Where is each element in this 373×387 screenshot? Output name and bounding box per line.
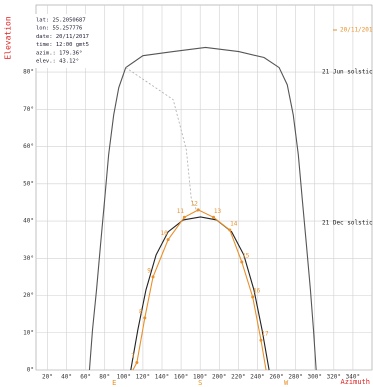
x-tick-label: 160°: [174, 374, 188, 381]
x-tick-label: 180°: [193, 374, 207, 381]
hour-point: [240, 260, 244, 264]
info-line: time: 12:00 gmt5: [36, 42, 89, 48]
series-label: 21 Dec solstice: [322, 220, 373, 227]
hour-point: [166, 238, 170, 242]
hour-point: [259, 338, 263, 342]
x-tick-label: 320°: [327, 374, 341, 381]
x-tick-label: 20°: [42, 374, 53, 381]
x-tick-label: 220°: [231, 374, 245, 381]
y-axis-title: Elevation: [4, 16, 13, 60]
hour-label: 8: [139, 308, 143, 315]
hour-point: [228, 228, 232, 232]
y-tick-label: 60°: [23, 143, 34, 150]
legend-label: 20/11/2017: [340, 27, 373, 34]
x-tick-label: 120°: [136, 374, 150, 381]
x-tick-label: 140°: [155, 374, 169, 381]
hour-point: [251, 295, 255, 299]
x-tick-label: 60°: [80, 374, 91, 381]
info-line: date: 20/11/2017: [36, 34, 89, 40]
y-tick-label: 50°: [23, 180, 34, 187]
x-axis-title: Azimuth: [340, 378, 370, 386]
series-line: [125, 67, 198, 212]
info-line: azim.: 179.36°: [36, 50, 82, 56]
x-tick-label: 40°: [61, 374, 72, 381]
hour-label: 7: [131, 353, 135, 360]
hour-label: 13: [214, 208, 222, 215]
y-tick-label: 30°: [23, 255, 34, 262]
x-tick-label: 260°: [269, 374, 283, 381]
info: lat: 25.2050687 lon: 55.257776 date: 20/11…: [36, 18, 89, 65]
hour-label: 14: [230, 220, 238, 227]
hour-point: [151, 275, 155, 279]
series-line: [130, 216, 270, 371]
compass-label: W: [284, 379, 289, 387]
x-tick-label: 280°: [288, 374, 302, 381]
hour-point: [135, 361, 139, 365]
hour-point: [212, 215, 216, 219]
x-tick-label: 100°: [117, 374, 131, 381]
x-tick-label: 240°: [250, 374, 264, 381]
series-label: 21 Jun solstice: [322, 69, 373, 76]
y-tick-label: 10°: [23, 329, 34, 336]
hour-point: [143, 316, 147, 320]
hour-label: 9: [147, 267, 151, 274]
info-line: lon: 55.257776: [36, 26, 82, 32]
y-tick-label: 40°: [23, 218, 34, 225]
hour-label: 11: [177, 208, 185, 215]
hour-label: 15: [242, 252, 250, 259]
info-line: elev.: 43.12°: [36, 59, 79, 65]
hour-label: 10: [160, 230, 168, 237]
lines: [88, 46, 317, 371]
hour-point: [196, 208, 200, 212]
compass-label: E: [112, 379, 116, 387]
y-tick-label: 70°: [23, 106, 34, 113]
hour-point: [182, 215, 186, 219]
y-tick-label: 80°: [23, 69, 34, 76]
info-box: [30, 14, 104, 68]
hour-label: 12: [191, 200, 199, 207]
hour-label: 17: [261, 331, 269, 338]
x-tick-label: 200°: [212, 374, 226, 381]
y-tick-label: 20°: [23, 292, 34, 299]
grid: [36, 5, 372, 371]
x-tick-label: 340°: [346, 374, 360, 381]
series-line: [88, 46, 317, 371]
hour-label: 16: [253, 288, 261, 295]
x-tick-label: 80°: [99, 374, 110, 381]
x-tick-label: 300°: [308, 374, 322, 381]
compass-label: S: [198, 379, 202, 387]
y-tick-label: 0°: [27, 367, 34, 374]
info-line: lat: 25.2050687: [36, 18, 86, 24]
